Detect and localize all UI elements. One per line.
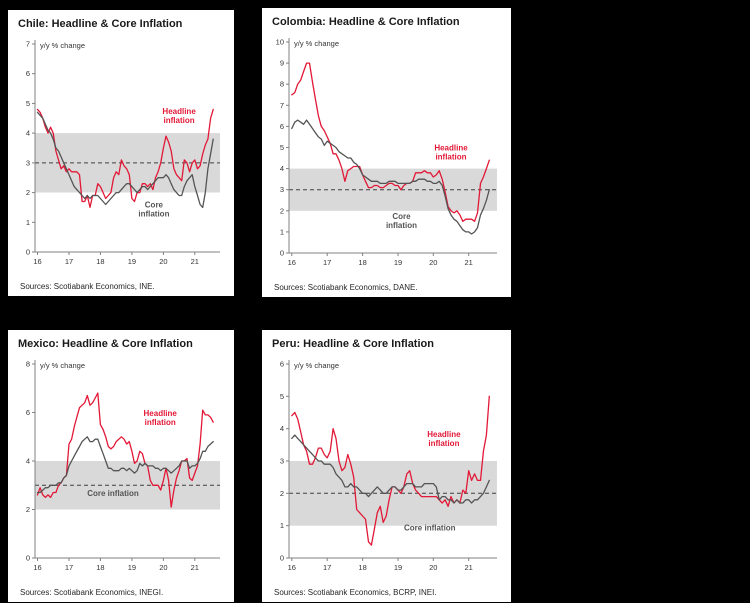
svg-text:Headline: Headline: [434, 144, 468, 153]
colombia-inflation-chart: 0 1 2 3 4 5 6 7 8 9 10 16 17 18 19 20 21 y/y % change Head…: [276, 38, 497, 267]
chart-panel-colombia: Colombia: Headline & Core Inflation 0 1 2 3…: [262, 8, 511, 297]
svg-text:Core: Core: [145, 201, 164, 210]
svg-text:21: 21: [191, 257, 199, 266]
svg-text:8: 8: [280, 80, 284, 89]
svg-text:19: 19: [394, 563, 402, 572]
svg-text:2: 2: [26, 188, 30, 197]
svg-text:4: 4: [280, 164, 284, 173]
chart-panel-peru: Peru: Headline & Core Inflation 0 1 2 3 4 5 6 1…: [262, 330, 511, 602]
svg-text:4: 4: [280, 424, 284, 433]
svg-text:inflation: inflation: [386, 221, 417, 230]
svg-text:20: 20: [159, 563, 167, 572]
svg-text:3: 3: [26, 159, 30, 168]
svg-text:y/y % change: y/y % change: [40, 41, 85, 50]
svg-text:6: 6: [26, 69, 30, 78]
svg-text:16: 16: [288, 563, 296, 572]
chart-title-peru: Peru: Headline & Core Inflation: [272, 338, 434, 350]
chart-panel-mexico: Mexico: Headline & Core Inflation 0 2 4 6 8 1…: [8, 330, 234, 602]
svg-text:7: 7: [280, 101, 284, 110]
svg-text:4: 4: [26, 129, 30, 138]
svg-text:6: 6: [26, 408, 30, 417]
chart-source-mexico: Sources: Scotiabank Economics, INEGI.: [20, 588, 164, 597]
svg-text:8: 8: [26, 360, 30, 369]
svg-text:Core inflation: Core inflation: [404, 524, 456, 533]
svg-text:20: 20: [159, 257, 167, 266]
svg-text:Core inflation: Core inflation: [87, 489, 139, 498]
svg-text:21: 21: [465, 258, 473, 267]
svg-text:1: 1: [280, 228, 284, 237]
svg-text:19: 19: [128, 257, 136, 266]
svg-text:4: 4: [26, 457, 30, 466]
svg-text:18: 18: [96, 257, 104, 266]
svg-text:7: 7: [26, 40, 30, 49]
svg-text:16: 16: [33, 563, 41, 572]
svg-text:Headline: Headline: [144, 409, 178, 418]
svg-text:2: 2: [26, 505, 30, 514]
chart-title-chile: Chile: Headline & Core Inflation: [18, 18, 183, 30]
svg-text:inflation: inflation: [138, 210, 169, 219]
svg-text:inflation: inflation: [428, 439, 459, 448]
svg-text:18: 18: [358, 563, 366, 572]
svg-text:10: 10: [276, 38, 284, 47]
svg-text:5: 5: [280, 143, 284, 152]
svg-text:19: 19: [128, 563, 136, 572]
svg-text:6: 6: [280, 360, 284, 369]
svg-text:17: 17: [65, 563, 73, 572]
svg-text:9: 9: [280, 59, 284, 68]
svg-text:17: 17: [323, 258, 331, 267]
chart-panel-chile: Chile: Headline & Core Inflation 0 1 2 3 4 5 6…: [8, 10, 234, 296]
svg-text:3: 3: [280, 457, 284, 466]
svg-text:y/y % change: y/y % change: [294, 361, 339, 370]
chart-source-peru: Sources: Scotiabank Economics, BCRP, INE…: [274, 588, 437, 597]
svg-text:Core: Core: [392, 212, 411, 221]
svg-text:1: 1: [280, 521, 284, 530]
svg-text:inflation: inflation: [164, 116, 195, 125]
svg-text:21: 21: [465, 563, 473, 572]
svg-text:6: 6: [280, 122, 284, 131]
svg-text:20: 20: [429, 563, 437, 572]
svg-text:19: 19: [394, 258, 402, 267]
svg-text:y/y % change: y/y % change: [40, 361, 85, 370]
chile-inflation-chart: 0 1 2 3 4 5 6 7 16 17 18 19 20 21 y/y % change Headline…: [26, 40, 220, 266]
svg-text:3: 3: [280, 185, 284, 194]
svg-text:5: 5: [26, 99, 30, 108]
svg-text:5: 5: [280, 392, 284, 401]
svg-text:inflation: inflation: [435, 153, 466, 162]
chart-source-chile: Sources: Scotiabank Economics, INE.: [20, 282, 155, 291]
svg-text:0: 0: [280, 249, 284, 258]
mexico-inflation-chart: 0 2 4 6 8 16 17 18 19 20 21 y/y % change Headlineinf…: [26, 360, 220, 572]
svg-text:Headline: Headline: [162, 107, 196, 116]
svg-text:17: 17: [323, 563, 331, 572]
svg-text:0: 0: [280, 554, 284, 563]
svg-text:2: 2: [280, 206, 284, 215]
svg-text:18: 18: [358, 258, 366, 267]
svg-text:0: 0: [26, 248, 30, 257]
svg-text:0: 0: [26, 554, 30, 563]
svg-text:20: 20: [429, 258, 437, 267]
svg-text:inflation: inflation: [145, 418, 176, 427]
peru-inflation-chart: 0 1 2 3 4 5 6 16 17 18 19 20 21 y/y % change Headlinei…: [280, 360, 497, 572]
svg-text:17: 17: [65, 257, 73, 266]
chart-source-colombia: Sources: Scotiabank Economics, DANE.: [274, 283, 418, 292]
svg-text:21: 21: [191, 563, 199, 572]
chart-title-mexico: Mexico: Headline & Core Inflation: [18, 338, 193, 350]
svg-text:16: 16: [33, 257, 41, 266]
svg-text:2: 2: [280, 489, 284, 498]
svg-text:16: 16: [288, 258, 296, 267]
chart-title-colombia: Colombia: Headline & Core Inflation: [272, 16, 460, 28]
svg-text:1: 1: [26, 218, 30, 227]
svg-text:y/y % change: y/y % change: [294, 39, 339, 48]
svg-text:18: 18: [96, 563, 104, 572]
svg-text:Headline: Headline: [427, 430, 461, 439]
